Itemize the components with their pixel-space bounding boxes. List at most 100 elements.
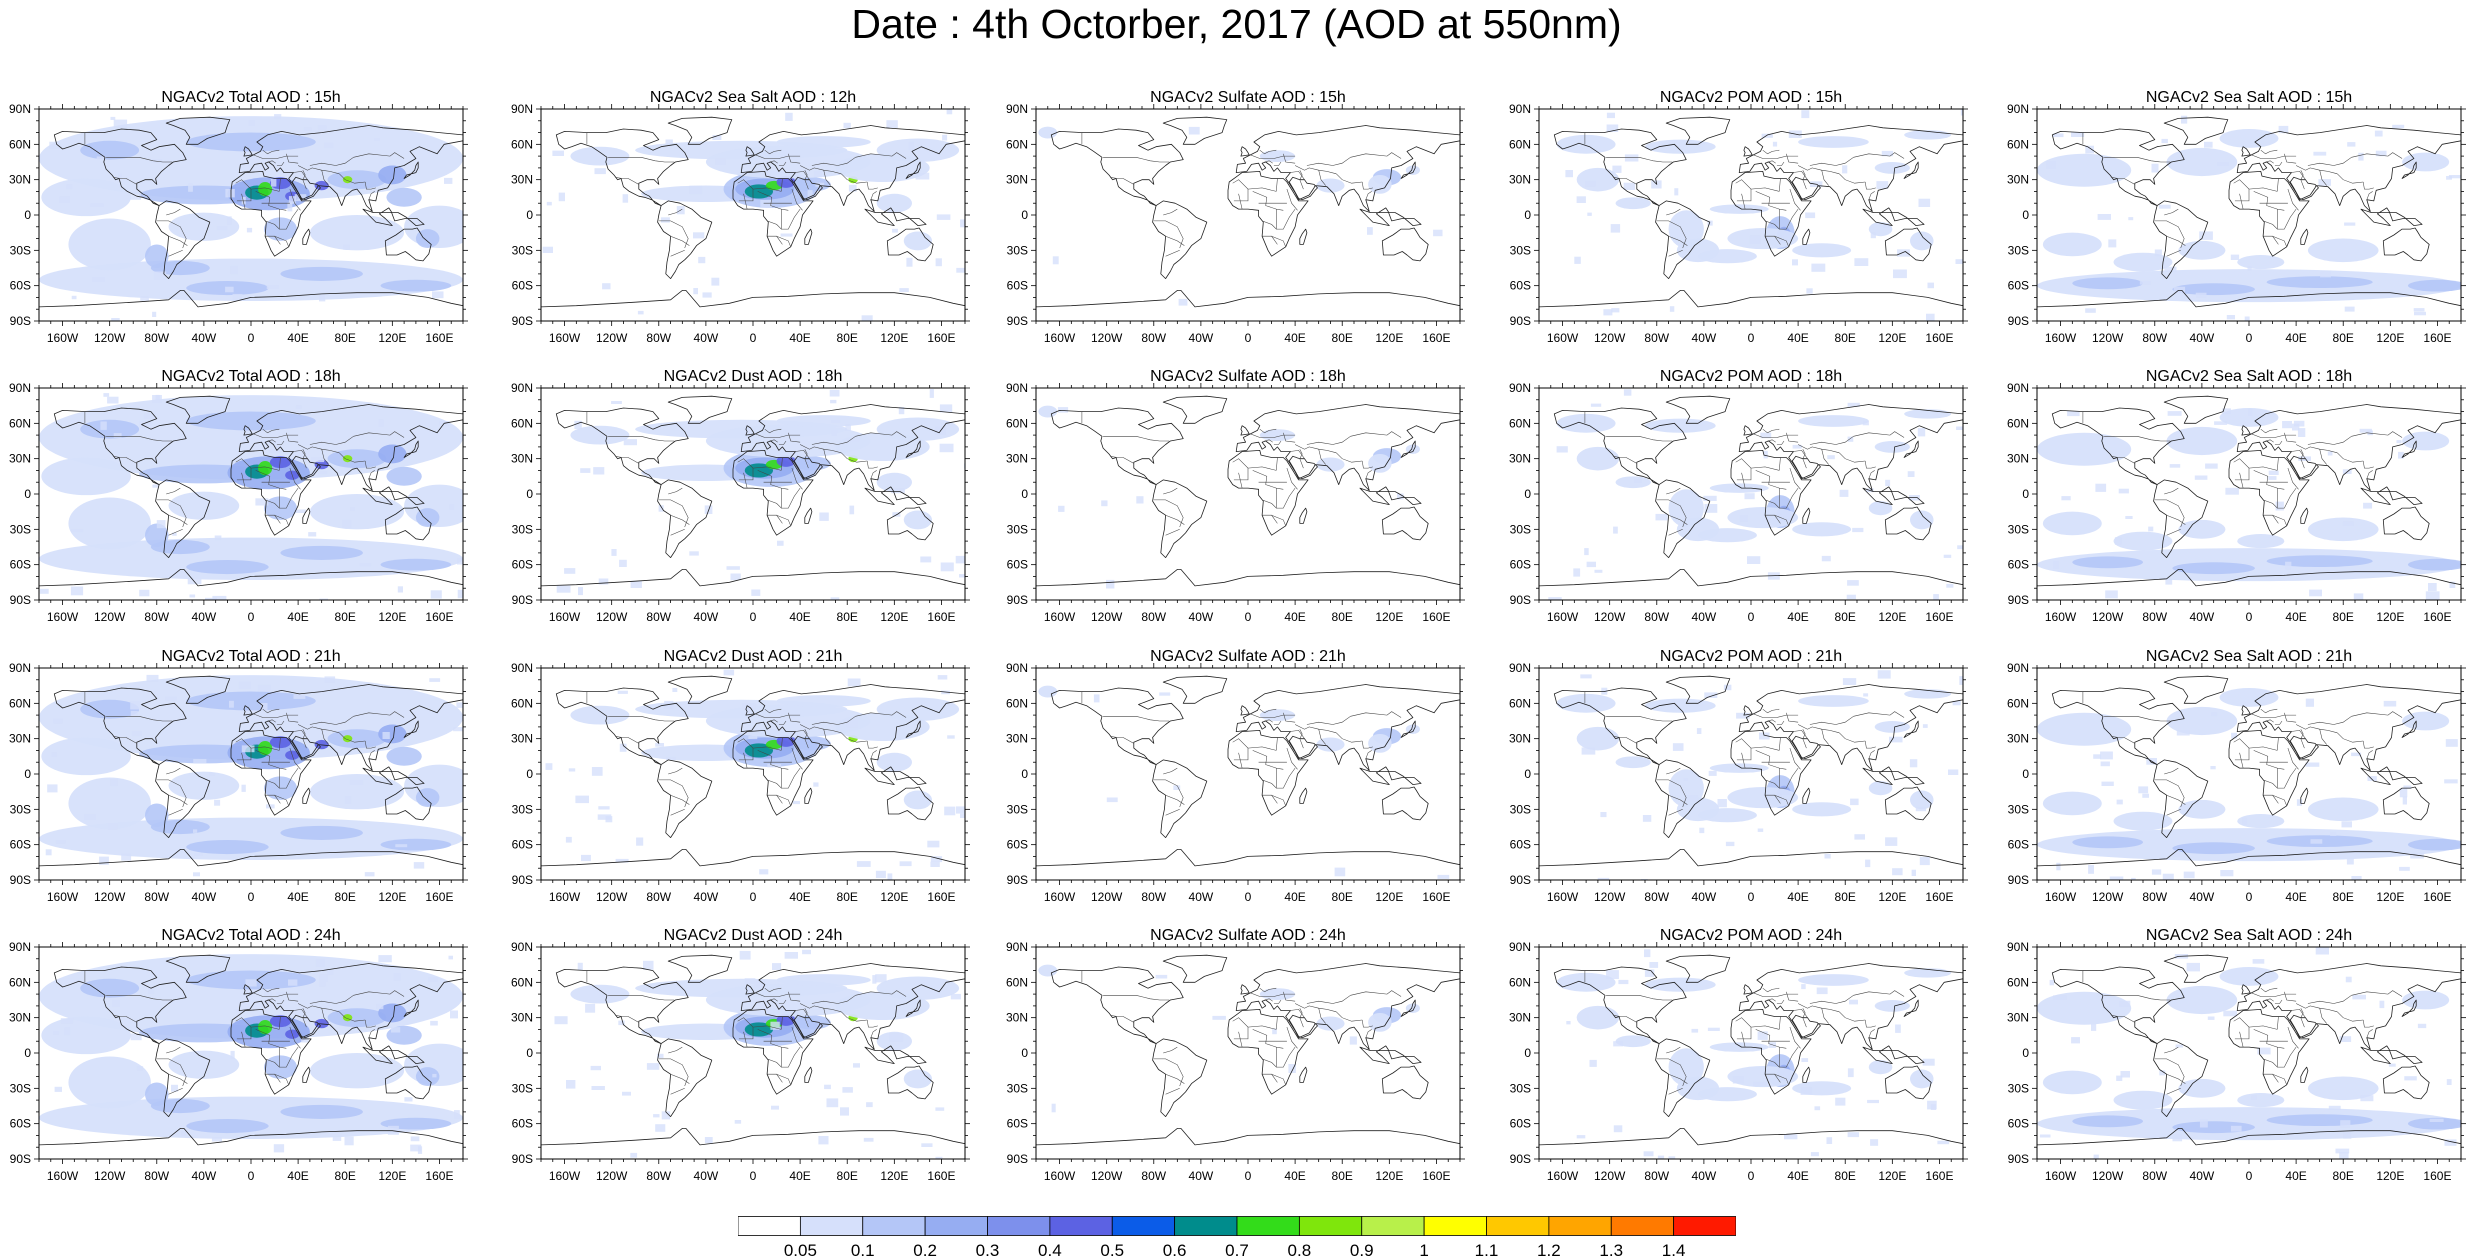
lon-tick-label: 160W [1044, 331, 1076, 345]
lon-tick-label: 40E [287, 610, 308, 624]
colorbar-label: 1 [1419, 1241, 1428, 1260]
lat-tick-label: 30S [10, 522, 31, 536]
lat-tick-label: 60N [1509, 416, 1531, 430]
lon-tick-label: 80W [1141, 1169, 1166, 1183]
lon-tick-label: 40W [1189, 610, 1214, 624]
panel-title: NGACv2 Sulfate AOD : 18h [1150, 368, 1346, 385]
colorbar-label: 1.4 [1662, 1241, 1686, 1260]
lon-tick-label: 80E [1835, 610, 1856, 624]
lon-tick-label: 160E [1925, 890, 1953, 904]
lon-tick-label: 0 [248, 610, 255, 624]
aod-field [2037, 115, 2461, 321]
figure-title: Date : 4th Octorber, 2017 (AOD at 550nm) [851, 1, 1622, 47]
lat-tick-label: 30N [1509, 732, 1531, 746]
aod-field [39, 393, 463, 600]
panel-title: NGACv2 Sea Salt AOD : 15h [2145, 89, 2353, 106]
lat-tick-label: 30S [1007, 243, 1028, 257]
lat-tick-label: 30S [2008, 1081, 2029, 1095]
lon-tick-label: 80E [1332, 331, 1353, 345]
lat-tick-label: 60N [511, 416, 533, 430]
lat-tick-label: 30S [512, 802, 533, 816]
lon-tick-label: 0 [1748, 1169, 1755, 1183]
lon-tick-label: 80E [1835, 1169, 1856, 1183]
lat-tick-label: 60S [1510, 1117, 1531, 1131]
lon-tick-label: 120E [378, 331, 406, 345]
lon-tick-label: 120E [378, 1169, 406, 1183]
lat-tick-label: 90N [1509, 940, 1531, 954]
lon-tick-label: 120W [596, 1169, 628, 1183]
lon-tick-label: 120W [1091, 1169, 1123, 1183]
lon-tick-label: 40E [789, 610, 810, 624]
country-borders [2082, 132, 2403, 257]
coastlines [541, 395, 965, 587]
lat-tick-label: 30S [512, 243, 533, 257]
lon-tick-label: 160E [2423, 331, 2451, 345]
world-map: 90N 60N 30N 0 30S 60S 90S 160W 120W 80W 40W 0 40E 80E… [9, 661, 468, 904]
colorbar-label: 0.5 [1100, 1241, 1124, 1260]
lon-tick-label: 160W [2045, 890, 2077, 904]
axis-ticks [2032, 942, 2466, 1164]
lon-tick-label: 160W [47, 890, 79, 904]
map-panel: NGACv2 Total AOD : 15h 90N 60N 30N 0 30S 60S 90… [0, 87, 468, 349]
panel-title: NGACv2 Sea Salt AOD : 18h [2145, 368, 2353, 385]
lon-tick-label: 0 [1748, 890, 1755, 904]
lat-tick-label: 90N [1509, 102, 1531, 116]
lat-tick-label: 90S [1007, 593, 1028, 607]
axis-ticks [34, 942, 468, 1164]
lon-tick-label: 0 [2246, 890, 2253, 904]
lon-tick-label: 120E [2376, 1169, 2404, 1183]
lat-tick-label: 60S [1007, 838, 1028, 852]
country-borders [2082, 411, 2403, 536]
lon-tick-label: 160E [425, 331, 453, 345]
world-map: 90N 60N 30N 0 30S 60S 90S 160W 120W 80W 40W 0 40E 80E… [511, 102, 970, 345]
world-map: 90N 60N 30N 0 30S 60S 90S 160W 120W 80W 40W 0 40E 80E… [9, 940, 468, 1183]
lat-tick-label: 60S [1510, 279, 1531, 293]
lon-tick-label: 40W [1692, 610, 1717, 624]
lon-tick-label: 40W [1189, 331, 1214, 345]
lat-tick-label: 90N [2007, 661, 2029, 675]
lon-tick-label: 160W [549, 331, 581, 345]
lat-tick-label: 60N [1509, 137, 1531, 151]
axis-ticks [2032, 383, 2466, 605]
colorbar-swatch [1174, 1216, 1238, 1236]
panel-title: NGACv2 Sulfate AOD : 15h [1150, 89, 1346, 106]
map-panel: NGACv2 Total AOD : 24h 90N 60N 30N 0 30S 60S 90… [0, 925, 468, 1187]
lat-tick-label: 0 [2022, 767, 2029, 781]
lon-tick-label: 40E [2285, 1169, 2306, 1183]
aod-field [1038, 120, 1460, 306]
lat-tick-label: 90S [10, 873, 31, 887]
lon-tick-label: 80W [2142, 890, 2167, 904]
colorbar-swatch [1423, 1216, 1487, 1236]
lat-tick-label: 30N [2007, 452, 2029, 466]
lon-tick-label: 40W [1692, 331, 1717, 345]
axis-ticks [1031, 104, 1465, 326]
lon-tick-label: 40E [2285, 331, 2306, 345]
lat-tick-label: 30S [1510, 243, 1531, 257]
axis-ticks [34, 104, 468, 326]
lat-tick-label: 30N [511, 732, 533, 746]
lon-tick-label: 80W [2142, 1169, 2167, 1183]
axis-ticks [34, 383, 468, 605]
world-map: 90N 60N 30N 0 30S 60S 90S 160W 120W 80W 40W 0 40E 80E… [511, 940, 970, 1183]
lon-tick-label: 0 [750, 610, 757, 624]
lon-tick-label: 160W [47, 331, 79, 345]
colorbar-label: 0.8 [1288, 1241, 1312, 1260]
lat-tick-label: 90N [511, 381, 533, 395]
lon-tick-label: 40E [2285, 610, 2306, 624]
world-map: 90N 60N 30N 0 30S 60S 90S 160W 120W 80W 40W 0 40E 80E… [9, 102, 468, 345]
lat-tick-label: 0 [2022, 208, 2029, 222]
map-panel: NGACv2 Sea Salt AOD : 12h 90N 60N 30N 0 30S 60… [502, 87, 970, 349]
lon-tick-label: 120W [1594, 890, 1626, 904]
lon-tick-label: 160E [2423, 1169, 2451, 1183]
axis-ticks [1031, 663, 1465, 885]
panel-title: NGACv2 POM AOD : 15h [1659, 89, 1843, 106]
map-panel: NGACv2 Dust AOD : 24h 90N 60N 30N 0 30S 60S 90S… [502, 925, 970, 1187]
lat-tick-label: 90S [10, 314, 31, 328]
lat-tick-label: 90N [1509, 661, 1531, 675]
coastlines [39, 954, 463, 1146]
map-panel: NGACv2 Sulfate AOD : 15h 90N 60N 30N 0 30S 60S… [997, 87, 1465, 349]
lon-tick-label: 40W [694, 331, 719, 345]
lon-tick-label: 0 [750, 331, 757, 345]
lat-tick-label: 60S [2008, 838, 2029, 852]
lon-tick-label: 40W [1692, 1169, 1717, 1183]
